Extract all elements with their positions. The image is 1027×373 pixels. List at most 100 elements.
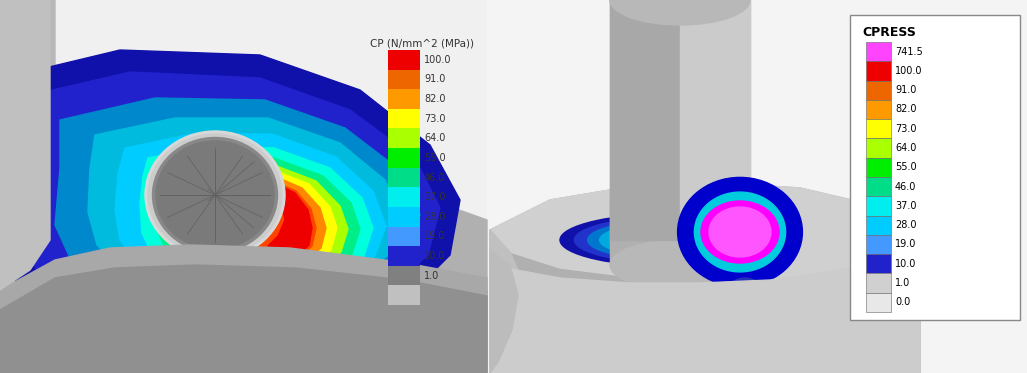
Ellipse shape (610, 215, 750, 265)
Ellipse shape (610, 240, 750, 290)
Bar (388, 168, 420, 187)
Bar (680, 0, 750, 240)
Polygon shape (55, 185, 487, 290)
Ellipse shape (608, 209, 753, 261)
Bar (850, 15, 1020, 320)
Text: 55.0: 55.0 (424, 153, 446, 163)
Polygon shape (0, 245, 487, 373)
Bar (388, 207, 420, 226)
Ellipse shape (737, 281, 759, 299)
Ellipse shape (700, 198, 779, 266)
Polygon shape (0, 0, 50, 290)
Ellipse shape (648, 233, 713, 247)
Ellipse shape (662, 236, 698, 244)
Polygon shape (490, 230, 520, 373)
Bar (388, 89, 420, 109)
Bar (866, 138, 891, 158)
Text: 46.0: 46.0 (424, 172, 446, 182)
Polygon shape (170, 164, 348, 275)
Text: 46.0: 46.0 (895, 182, 916, 192)
Bar (866, 158, 891, 177)
Bar (866, 61, 891, 81)
Text: 100.0: 100.0 (895, 66, 922, 76)
Text: CP (N/mm^2 (MPa)): CP (N/mm^2 (MPa)) (370, 38, 474, 48)
Polygon shape (88, 118, 402, 297)
Ellipse shape (709, 207, 771, 257)
Bar (388, 226, 420, 246)
Text: CPRESS: CPRESS (862, 26, 916, 39)
Ellipse shape (665, 237, 694, 243)
Ellipse shape (719, 213, 762, 251)
Ellipse shape (620, 226, 740, 254)
Bar (388, 187, 420, 207)
Polygon shape (490, 183, 920, 373)
Ellipse shape (652, 234, 708, 246)
Polygon shape (490, 252, 920, 373)
Bar (388, 246, 420, 266)
Bar (866, 81, 891, 100)
Polygon shape (0, 220, 487, 373)
Bar (388, 50, 420, 70)
Polygon shape (268, 183, 312, 261)
Text: 82.0: 82.0 (895, 104, 916, 115)
Polygon shape (115, 134, 386, 291)
Text: 73.0: 73.0 (895, 124, 916, 134)
Polygon shape (204, 180, 316, 263)
Polygon shape (0, 50, 460, 330)
Ellipse shape (707, 203, 773, 261)
Text: 28.0: 28.0 (424, 212, 446, 222)
Ellipse shape (701, 201, 779, 263)
Bar (866, 216, 891, 235)
Bar (388, 128, 420, 148)
Bar (866, 100, 891, 119)
Text: 91.0: 91.0 (895, 85, 916, 95)
Text: 1.0: 1.0 (895, 278, 910, 288)
Ellipse shape (603, 205, 758, 265)
Text: 19.0: 19.0 (424, 231, 446, 241)
Bar (388, 70, 420, 89)
Polygon shape (194, 175, 326, 267)
Ellipse shape (610, 0, 750, 25)
Ellipse shape (678, 178, 802, 286)
Ellipse shape (156, 141, 274, 249)
Bar (680, 0, 750, 240)
Bar (487, 0, 1027, 373)
Bar (866, 177, 891, 196)
Ellipse shape (560, 213, 800, 267)
Ellipse shape (629, 228, 731, 252)
Bar (610, 200, 750, 265)
Ellipse shape (636, 230, 724, 250)
Ellipse shape (587, 219, 772, 261)
Ellipse shape (657, 235, 702, 245)
Text: 82.0: 82.0 (424, 94, 446, 104)
Bar (866, 293, 891, 312)
Ellipse shape (574, 216, 786, 264)
Bar (866, 119, 891, 138)
Bar (866, 42, 891, 61)
Bar (0, 0, 487, 373)
Text: 91.0: 91.0 (424, 75, 446, 84)
Text: 64.0: 64.0 (895, 143, 916, 153)
Text: 10.0: 10.0 (895, 259, 916, 269)
Ellipse shape (642, 231, 719, 249)
Text: 73.0: 73.0 (424, 114, 446, 124)
Text: 55.0: 55.0 (895, 162, 917, 172)
Text: 10.0: 10.0 (424, 251, 446, 261)
Ellipse shape (700, 200, 779, 264)
Bar (866, 235, 891, 254)
Text: 64.0: 64.0 (424, 133, 446, 143)
Polygon shape (55, 98, 420, 306)
Text: 19.0: 19.0 (895, 239, 916, 250)
Text: 37.0: 37.0 (424, 192, 446, 202)
Text: 37.0: 37.0 (895, 201, 916, 211)
Bar (610, 0, 680, 240)
Ellipse shape (703, 209, 766, 259)
Polygon shape (183, 170, 337, 271)
Bar (388, 109, 420, 128)
Ellipse shape (610, 175, 750, 225)
Bar (388, 266, 420, 285)
Ellipse shape (715, 210, 765, 254)
Ellipse shape (145, 131, 286, 259)
Bar (610, 0, 680, 240)
Polygon shape (0, 0, 55, 320)
